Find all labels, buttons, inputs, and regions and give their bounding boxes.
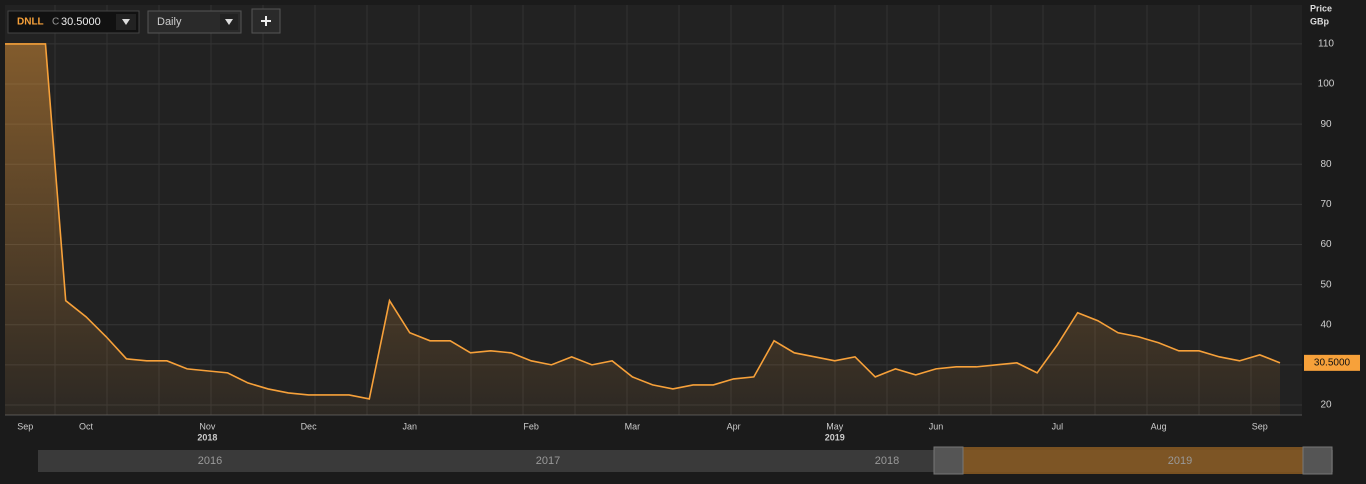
x-tick-label: Nov — [199, 421, 216, 431]
y-tick-label: 70 — [1320, 199, 1332, 210]
y-tick-label: 100 — [1318, 79, 1335, 90]
last-value-label: 30.5000 — [1314, 357, 1351, 368]
x-tick-label: Jan — [403, 421, 418, 431]
x-tick-label: Aug — [1151, 421, 1167, 431]
navigator-label: 2016 — [198, 455, 222, 467]
x-tick-label: Mar — [625, 421, 641, 431]
plus-icon — [261, 16, 271, 26]
price: 30.5000 — [61, 16, 101, 28]
x-tick-label: May — [826, 421, 844, 431]
x-tick-label: Sep — [17, 421, 33, 431]
x-tick-label: Feb — [523, 421, 539, 431]
year-label: 2019 — [825, 432, 845, 442]
interval-select[interactable] — [147, 10, 242, 34]
symbol-box[interactable] — [7, 10, 140, 34]
y-tick-label: 50 — [1320, 279, 1332, 290]
x-tick-label: Jun — [929, 421, 944, 431]
navigator-window[interactable] — [963, 447, 1303, 474]
y-tick-label: 90 — [1320, 119, 1332, 130]
y-tick-label: 60 — [1320, 239, 1332, 250]
y-tick-label: 40 — [1320, 319, 1332, 330]
last-value-box — [1304, 354, 1360, 371]
y-tick-label: 20 — [1320, 400, 1332, 411]
y-unit: GBp — [1310, 16, 1330, 26]
x-tick-label: Apr — [727, 421, 741, 431]
y-tick-label: 80 — [1320, 159, 1332, 170]
symbol: DNLL — [17, 17, 44, 28]
area — [5, 43, 1280, 416]
year-label: 2018 — [197, 432, 217, 442]
navigator-label: 2019 — [1168, 455, 1192, 467]
y-label: Price — [1310, 3, 1332, 13]
price-line — [5, 43, 1281, 400]
x-tick-label: Oct — [79, 421, 94, 431]
interval: Daily — [157, 16, 182, 28]
x-tick-label: Dec — [301, 421, 318, 431]
x-tick-label: Jul — [1052, 421, 1064, 431]
y-tick-label: 110 — [1318, 39, 1334, 50]
close-prefix: C — [52, 17, 59, 28]
navigator-handle[interactable] — [933, 446, 964, 475]
navigator-label: 2018 — [875, 455, 899, 467]
navigator-label: 2017 — [536, 455, 560, 467]
dropdown-arrow — [225, 19, 233, 25]
x-tick-label: Sep — [1252, 421, 1268, 431]
navigator-labels: 2016 2017 2018 2019 — [198, 455, 1192, 467]
dropdown-arrow — [122, 19, 130, 25]
navigator-handle[interactable] — [1302, 446, 1333, 475]
